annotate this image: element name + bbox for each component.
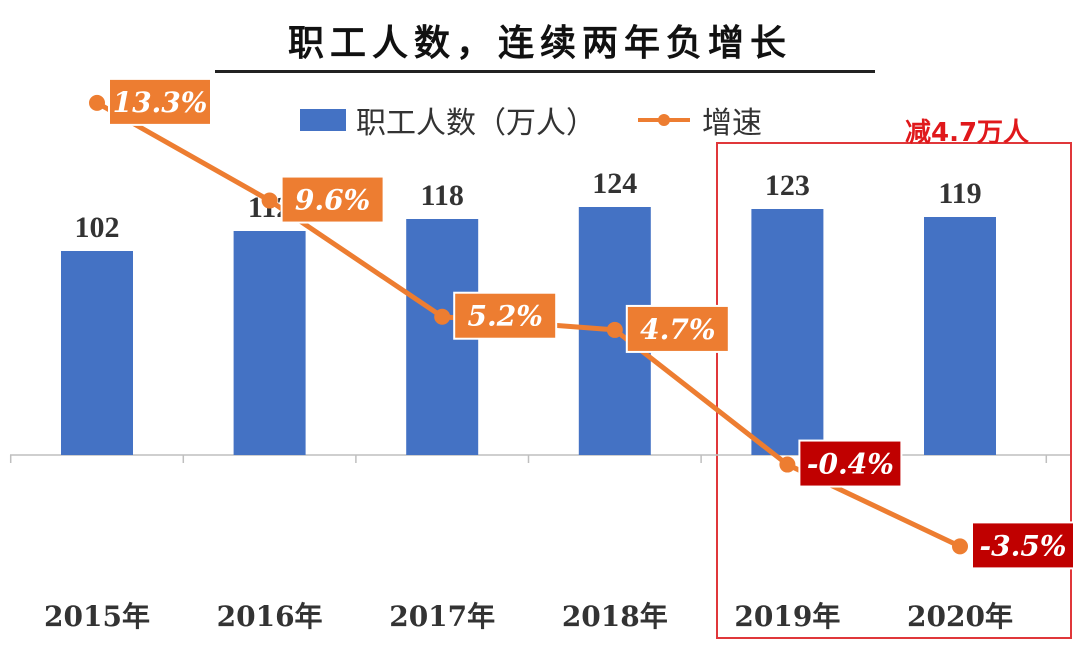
legend-line-label: 增速	[702, 106, 762, 141]
growth-label-box	[798, 439, 903, 488]
growth-point-2018年	[606, 321, 623, 338]
growth-point-2015年	[89, 94, 105, 111]
bar-value-label: 118	[421, 179, 464, 212]
legend-bar-label: 职工人数（万人）	[356, 106, 596, 141]
bar-value-label: 123	[765, 169, 810, 202]
bar-value-label: 124	[592, 167, 637, 200]
bar-2015年	[61, 251, 133, 455]
growth-label-box	[108, 77, 212, 126]
callout-text: 减4.7万人	[905, 118, 1030, 148]
x-tick-label: 2020年	[907, 600, 1013, 633]
legend-bar-swatch	[300, 109, 346, 131]
x-tick-label: 2016年	[217, 600, 323, 633]
growth-point-2016年	[261, 192, 278, 209]
growth-point-2019年	[779, 456, 796, 473]
growth-point-2017年	[434, 308, 451, 325]
growth-label-box	[280, 175, 385, 224]
growth-label: -3.5%	[980, 529, 1067, 562]
legend-line-swatch	[638, 114, 690, 126]
x-tick-label: 2018年	[562, 600, 668, 633]
bar-2020年	[924, 217, 996, 455]
title-underline	[215, 70, 875, 73]
growth-label: 13.3%	[113, 86, 208, 119]
growth-label: 4.7%	[640, 313, 715, 346]
bar-2019年	[751, 209, 824, 455]
growth-label-box	[625, 304, 730, 353]
x-tick-label: 2019年	[734, 600, 840, 633]
bar-value-label: 102	[75, 211, 120, 244]
bar-2016年	[233, 231, 306, 455]
growth-label: 5.2%	[468, 300, 543, 333]
x-tick-label: 2015年	[44, 600, 150, 633]
chart-title: 职工人数，连续两年负增长	[287, 23, 792, 64]
legend-item-line: 增速	[636, 98, 762, 142]
highlight-box	[716, 142, 1072, 639]
growth-point-2020年	[952, 538, 968, 555]
growth-label: -0.4%	[807, 448, 894, 481]
growth-label-box	[971, 521, 1075, 570]
legend: 职工人数（万人） 增速	[300, 98, 802, 142]
x-tick-label: 2017年	[389, 600, 495, 633]
growth-label-box	[453, 291, 558, 340]
bar-value-label: 119	[938, 177, 981, 210]
growth-label: 9.6%	[295, 184, 370, 217]
legend-item-bar: 职工人数（万人）	[300, 98, 596, 142]
